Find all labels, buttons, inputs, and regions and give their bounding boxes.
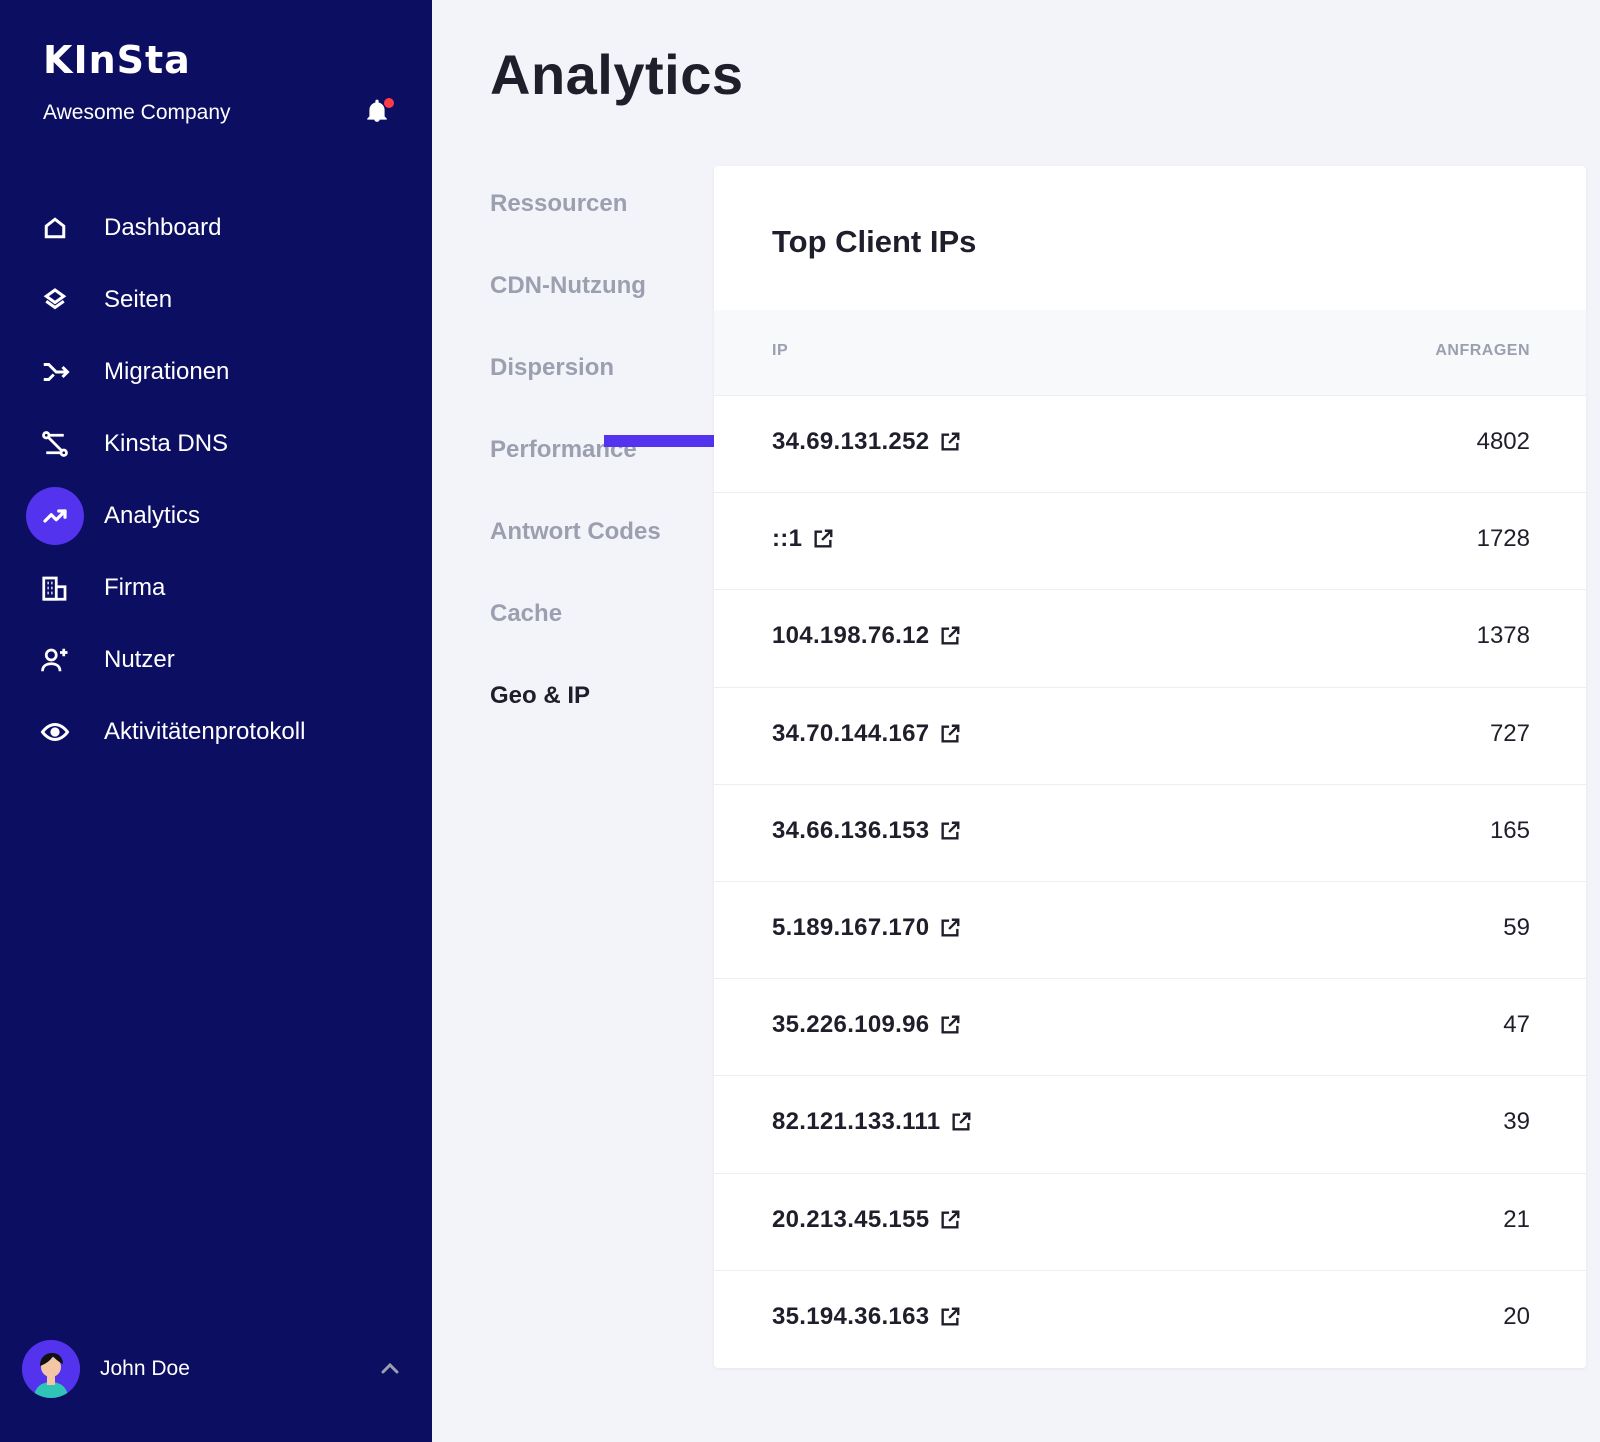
user-menu[interactable]: John Doe xyxy=(22,1339,412,1399)
user-name: John Doe xyxy=(100,1357,190,1380)
tab-dispersion[interactable]: Dispersion xyxy=(490,354,615,381)
external-link-icon xyxy=(941,1210,960,1229)
nav-item-migrationen[interactable]: Migrationen xyxy=(0,336,432,408)
nav-item-aktivitaetenprotokoll[interactable]: Aktivitätenprotokoll xyxy=(0,696,432,768)
ip-address: 82.121.133.111 xyxy=(772,1108,941,1136)
building-icon xyxy=(26,559,84,617)
nav-item-analytics[interactable]: Analytics xyxy=(0,480,432,552)
table-row: 34.66.136.153 165 xyxy=(714,785,1586,882)
table-row: 35.226.109.96 47 xyxy=(714,979,1586,1077)
ip-link[interactable]: 35.226.109.96 xyxy=(772,1011,961,1039)
nav-item-nutzer[interactable]: Nutzer xyxy=(0,624,432,696)
external-link-icon xyxy=(941,1307,960,1326)
ip-link[interactable]: 34.69.131.252 xyxy=(772,428,961,456)
ip-link[interactable]: 34.66.136.153 xyxy=(772,817,961,845)
ip-link[interactable]: ::1 xyxy=(772,525,834,553)
ip-address: ::1 xyxy=(772,525,803,553)
nav-label: Nutzer xyxy=(104,646,175,673)
tab-antwort-codes[interactable]: Antwort Codes xyxy=(490,518,661,545)
top-client-ips-card: Top Client IPs IP ANFRAGEN 34.69.131.252… xyxy=(714,166,1586,1368)
nav-item-kinsta-dns[interactable]: Kinsta DNS xyxy=(0,408,432,480)
request-count: 4802 xyxy=(1476,428,1530,455)
nav-item-dashboard[interactable]: Dashboard xyxy=(0,192,432,264)
home-icon xyxy=(26,199,84,257)
external-link-icon xyxy=(941,432,960,451)
sidebar: KInSta Awesome Company Dashboard Seiten … xyxy=(0,0,432,1442)
kinsta-logo[interactable]: KInSta xyxy=(43,38,191,82)
table-row: 104.198.76.12 1378 xyxy=(714,590,1586,688)
table-row: 5.189.167.170 59 xyxy=(714,882,1586,980)
external-link-icon xyxy=(814,529,833,548)
external-link-icon xyxy=(952,1112,971,1131)
column-header-requests: ANFRAGEN xyxy=(1435,342,1530,359)
external-link-icon xyxy=(941,918,960,937)
ip-link[interactable]: 104.198.76.12 xyxy=(772,622,961,650)
ip-address: 20.213.45.155 xyxy=(772,1205,930,1233)
nav-label: Seiten xyxy=(104,286,173,313)
request-count: 47 xyxy=(1503,1011,1530,1039)
request-count: 165 xyxy=(1489,816,1530,844)
user-add-icon xyxy=(26,631,84,689)
nav-item-seiten[interactable]: Seiten xyxy=(0,264,432,336)
ip-address: 104.198.76.12 xyxy=(772,622,930,650)
notification-dot xyxy=(384,98,394,108)
ip-link[interactable]: 34.70.144.167 xyxy=(772,720,961,748)
ip-link[interactable]: 5.189.167.170 xyxy=(772,914,961,942)
request-count: 727 xyxy=(1489,719,1530,747)
external-link-icon xyxy=(941,821,960,840)
analytics-subnav: Ressourcen CDN-Nutzung Dispersion Perfor… xyxy=(490,190,661,764)
ip-address: 34.69.131.252 xyxy=(772,428,930,455)
ip-link[interactable]: 35.194.36.163 xyxy=(772,1303,961,1331)
tab-cache[interactable]: Cache xyxy=(490,600,563,627)
table-row: 20.213.45.155 21 xyxy=(714,1174,1586,1271)
request-count: 1378 xyxy=(1476,622,1530,650)
tab-ressourcen[interactable]: Ressourcen xyxy=(490,190,628,217)
table-header: IP ANFRAGEN xyxy=(714,310,1586,396)
card-title: Top Client IPs xyxy=(772,224,977,259)
nav-label: Kinsta DNS xyxy=(104,430,229,457)
request-count: 21 xyxy=(1503,1205,1530,1233)
external-link-icon xyxy=(941,1015,960,1034)
page-title: Analytics xyxy=(490,43,744,106)
nav-label: Migrationen xyxy=(104,358,230,385)
table-row: 34.69.131.252 4802 xyxy=(714,396,1586,494)
table-row: 35.194.36.163 20 xyxy=(714,1271,1586,1368)
ip-address: 5.189.167.170 xyxy=(772,913,930,941)
nav-label: Dashboard xyxy=(104,214,222,241)
external-link-icon xyxy=(941,626,960,645)
ip-link[interactable]: 20.213.45.155 xyxy=(772,1206,961,1234)
table-row: ::1 1728 xyxy=(714,493,1586,591)
eye-icon xyxy=(26,703,84,761)
table-row: 34.70.144.167 727 xyxy=(714,688,1586,785)
nav-item-firma[interactable]: Firma xyxy=(0,552,432,624)
nav-label: Aktivitätenprotokoll xyxy=(104,718,306,745)
nav-label: Firma xyxy=(104,574,166,601)
main-nav: Dashboard Seiten Migrationen Kinsta DNS … xyxy=(0,192,432,768)
ip-link[interactable]: 82.121.133.111 xyxy=(772,1108,972,1136)
chevron-up-icon xyxy=(381,1362,399,1374)
request-count: 59 xyxy=(1503,913,1530,941)
request-count: 20 xyxy=(1503,1302,1530,1330)
migration-icon xyxy=(26,343,84,401)
request-count: 39 xyxy=(1503,1108,1530,1136)
avatar xyxy=(22,1340,80,1398)
ip-address: 35.226.109.96 xyxy=(772,1011,930,1039)
nav-label: Analytics xyxy=(104,502,201,529)
tab-geo-ip[interactable]: Geo & IP xyxy=(490,682,591,709)
tab-cdn-nutzung[interactable]: CDN-Nutzung xyxy=(490,272,646,299)
trend-up-icon xyxy=(26,487,84,545)
table-row: 82.121.133.111 39 xyxy=(714,1076,1586,1174)
dns-icon xyxy=(26,415,84,473)
ip-address: 34.70.144.167 xyxy=(772,719,930,747)
column-header-ip: IP xyxy=(772,342,789,359)
company-name: Awesome Company xyxy=(43,101,231,124)
ip-address: 35.194.36.163 xyxy=(772,1302,930,1330)
bell-icon[interactable] xyxy=(364,98,390,124)
layers-icon xyxy=(26,271,84,329)
ip-table-body: 34.69.131.252 4802 ::1 1728 104.198.76.1… xyxy=(714,396,1586,1368)
ip-address: 34.66.136.153 xyxy=(772,816,930,844)
external-link-icon xyxy=(941,724,960,743)
request-count: 1728 xyxy=(1476,525,1530,553)
